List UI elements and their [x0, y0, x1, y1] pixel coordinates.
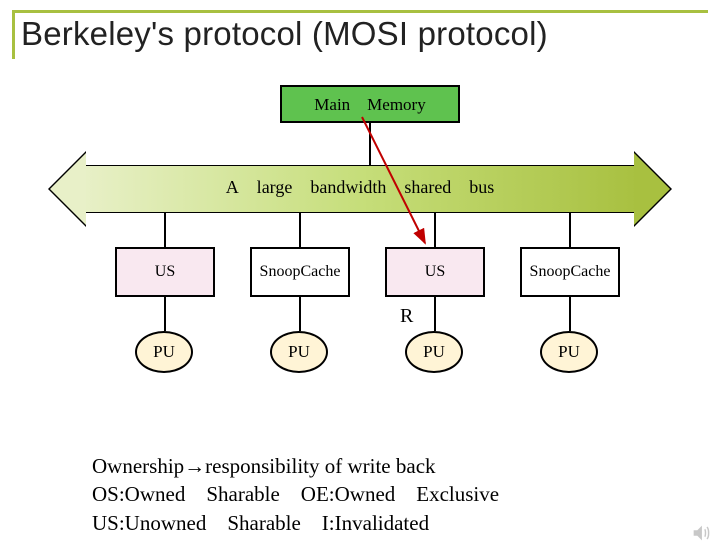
- us-cache-box: US: [385, 247, 485, 297]
- footer-line-2: OS:Owned Sharable OE:Owned Exclusive: [92, 480, 499, 508]
- us-cache-box: US: [115, 247, 215, 297]
- bus-body: [80, 165, 640, 213]
- bus-to-cache-connector: [299, 213, 301, 247]
- bus-arrow-right: [634, 153, 670, 225]
- slide-title: Berkeley's protocol (MOSI protocol): [21, 15, 708, 53]
- pu-node: PU: [135, 331, 193, 373]
- shared-bus: A large bandwidth shared bus: [50, 165, 670, 213]
- pu-node: PU: [540, 331, 598, 373]
- footer-line-1: Ownership→responsibility of write back: [92, 452, 499, 480]
- diagram-area: Main Memory A large bandwidth shared bus…: [0, 67, 720, 447]
- cache-to-pu-connector: [434, 297, 436, 331]
- footer-line-3: US:Unowned Sharable I:Invalidated: [92, 509, 499, 537]
- bus-to-cache-connector: [164, 213, 166, 247]
- footer-description: Ownership→responsibility of write back O…: [92, 452, 499, 537]
- snoop-cache-box: SnoopCache: [520, 247, 620, 297]
- cache-to-pu-connector: [569, 297, 571, 331]
- pu-node: PU: [405, 331, 463, 373]
- pu-node: PU: [270, 331, 328, 373]
- title-container: Berkeley's protocol (MOSI protocol): [12, 10, 708, 59]
- snoop-cache-box: SnoopCache: [250, 247, 350, 297]
- bus-to-cache-connector: [569, 213, 571, 247]
- bus-to-cache-connector: [434, 213, 436, 247]
- memory-to-bus-connector: [369, 123, 371, 165]
- cache-to-pu-connector: [299, 297, 301, 331]
- main-memory-box: Main Memory: [280, 85, 460, 123]
- audio-icon: [690, 522, 712, 544]
- cache-to-pu-connector: [164, 297, 166, 331]
- bus-arrow-left: [50, 153, 86, 225]
- read-request-label: R: [400, 305, 413, 328]
